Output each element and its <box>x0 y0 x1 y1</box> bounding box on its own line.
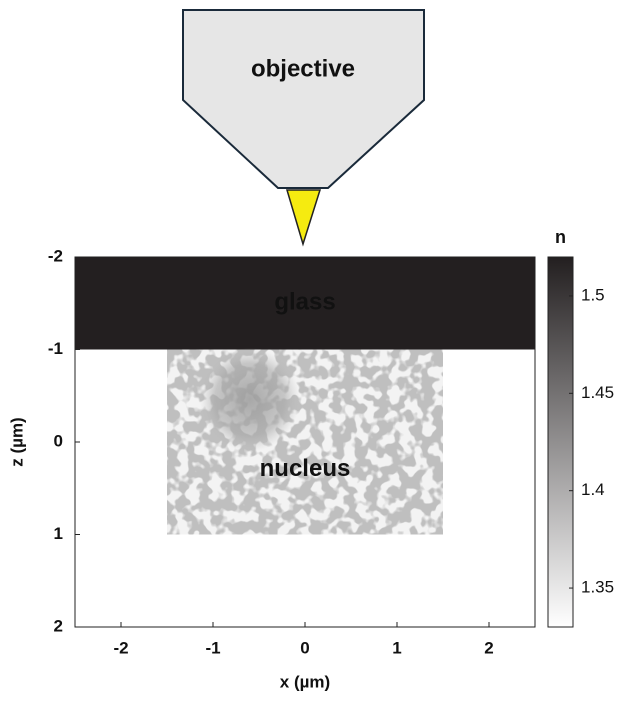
y-tick-label: 0 <box>54 431 63 450</box>
region-label: glass <box>274 289 335 316</box>
x-tick-label: -1 <box>205 638 220 657</box>
colorbar-label: n <box>555 227 566 247</box>
objective-shape <box>183 10 424 188</box>
plot-area: glass nucleus -2 -1 0 1 2 -2 -1 0 1 2 x (µm) z (µm) 1.… <box>7 227 614 692</box>
objective-label: objective <box>251 55 355 82</box>
colorbar-tick-label: 1.5 <box>581 285 605 304</box>
colorbar <box>548 257 573 627</box>
y-tick-label: 1 <box>54 524 63 543</box>
x-tick-label: 2 <box>484 638 493 657</box>
texture-blob <box>200 348 299 452</box>
beam <box>287 190 320 244</box>
figure: objective glass nucleus -2 -1 0 1 2 -2 -1 0 1 2 x (µ… <box>0 0 634 700</box>
y-tick-label: 2 <box>54 616 63 635</box>
colorbar-tick-label: 1.35 <box>581 578 614 597</box>
y-axis-label: z (µm) <box>7 417 26 466</box>
x-tick-label: 0 <box>300 638 309 657</box>
colorbar-tick-label: 1.4 <box>581 480 605 499</box>
x-axis-label: x (µm) <box>280 672 330 691</box>
x-tick-label: 1 <box>392 638 401 657</box>
region-label: nucleus <box>260 455 351 482</box>
x-tick-label: -2 <box>113 638 128 657</box>
y-tick-label: -2 <box>48 246 63 265</box>
y-tick-label: -1 <box>48 339 63 358</box>
colorbar-tick-label: 1.45 <box>581 383 614 402</box>
